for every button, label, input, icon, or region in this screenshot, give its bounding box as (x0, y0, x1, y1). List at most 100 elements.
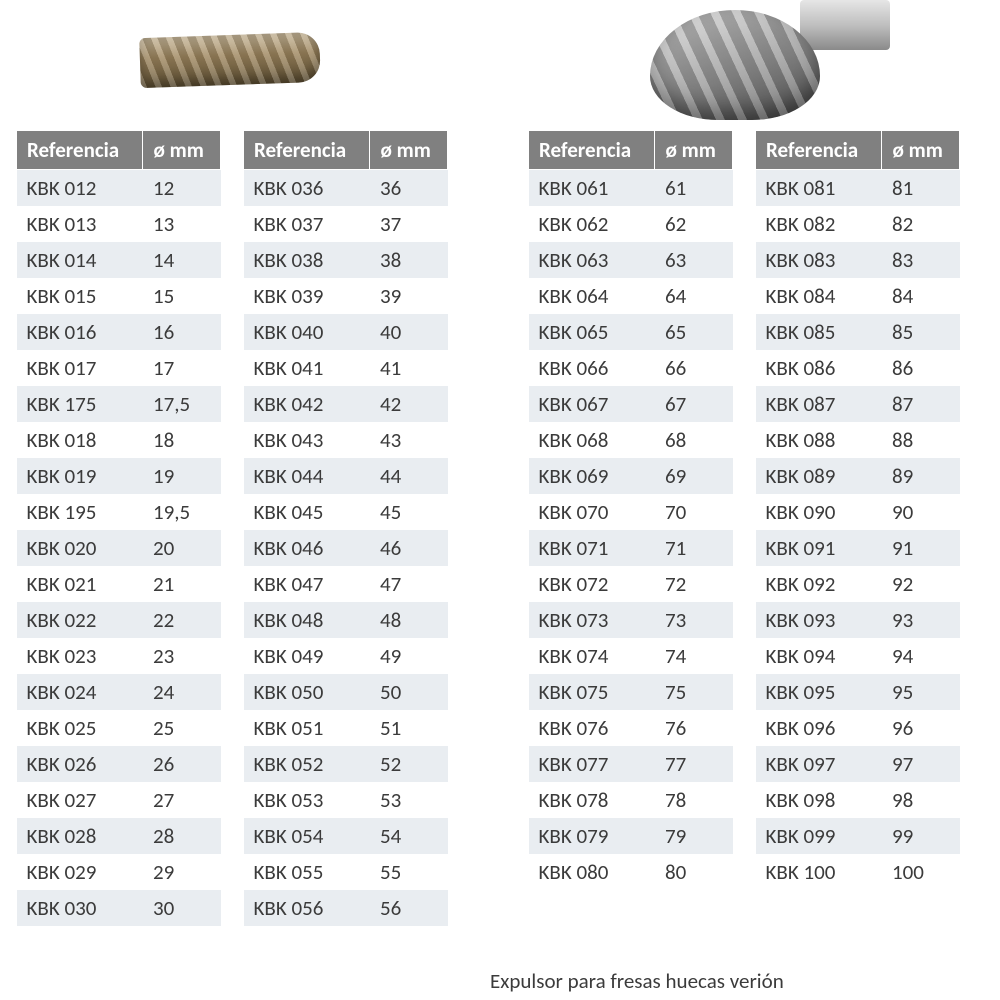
cell-mm: 40 (370, 314, 448, 350)
cell-mm: 90 (882, 494, 960, 530)
cell-ref: KBK 056 (244, 890, 370, 926)
cell-mm: 68 (655, 422, 733, 458)
cell-ref: KBK 077 (529, 746, 655, 782)
cell-mm: 21 (143, 566, 221, 602)
table-row: KBK 01313 (17, 206, 221, 242)
table-row: KBK 05050 (244, 674, 448, 710)
table-row: KBK 07070 (529, 494, 733, 530)
cell-ref: KBK 093 (756, 602, 882, 638)
table-row: KBK 04444 (244, 458, 448, 494)
cell-ref: KBK 064 (529, 278, 655, 314)
cell-mm: 49 (370, 638, 448, 674)
cell-ref: KBK 062 (529, 206, 655, 242)
table-row: KBK 09292 (756, 566, 960, 602)
table-row: KBK 07979 (529, 818, 733, 854)
cell-ref: KBK 050 (244, 674, 370, 710)
cell-mm: 69 (655, 458, 733, 494)
table-row: KBK 02323 (17, 638, 221, 674)
cell-ref: KBK 048 (244, 602, 370, 638)
table-row: KBK 08787 (756, 386, 960, 422)
table-row: KBK 04242 (244, 386, 448, 422)
spec-table-3: Referencia ø mm KBK 06161KBK 06262KBK 06… (528, 130, 733, 890)
cell-ref: KBK 036 (244, 170, 370, 207)
cell-ref: KBK 071 (529, 530, 655, 566)
cell-mm: 20 (143, 530, 221, 566)
table-row: KBK 06161 (529, 170, 733, 207)
table-row: KBK 03737 (244, 206, 448, 242)
table-row: KBK 07474 (529, 638, 733, 674)
spec-table-4: Referencia ø mm KBK 08181KBK 08282KBK 08… (755, 130, 960, 890)
table-row: KBK 09393 (756, 602, 960, 638)
cell-ref: KBK 082 (756, 206, 882, 242)
cell-mm: 65 (655, 314, 733, 350)
table-row: KBK 08585 (756, 314, 960, 350)
cell-ref: KBK 054 (244, 818, 370, 854)
cell-ref: KBK 027 (17, 782, 143, 818)
cell-mm: 96 (882, 710, 960, 746)
product-image-left (100, 0, 360, 120)
cell-ref: KBK 028 (17, 818, 143, 854)
cell-ref: KBK 043 (244, 422, 370, 458)
cell-mm: 26 (143, 746, 221, 782)
cell-ref: KBK 076 (529, 710, 655, 746)
cell-mm: 67 (655, 386, 733, 422)
cell-mm: 29 (143, 854, 221, 890)
cell-mm: 98 (882, 782, 960, 818)
cell-ref: KBK 047 (244, 566, 370, 602)
table-row: KBK 04848 (244, 602, 448, 638)
cell-mm: 17,5 (143, 386, 221, 422)
cell-mm: 44 (370, 458, 448, 494)
cell-mm: 38 (370, 242, 448, 278)
table-row: KBK 02626 (17, 746, 221, 782)
cell-ref: KBK 086 (756, 350, 882, 386)
cell-mm: 37 (370, 206, 448, 242)
table-row: KBK 04747 (244, 566, 448, 602)
table-row: KBK 03636 (244, 170, 448, 207)
spec-table-2-body: KBK 03636KBK 03737KBK 03838KBK 03939KBK … (244, 170, 448, 927)
cell-ref: KBK 098 (756, 782, 882, 818)
table-row: KBK 02828 (17, 818, 221, 854)
cell-mm: 41 (370, 350, 448, 386)
spec-table-3-body: KBK 06161KBK 06262KBK 06363KBK 06464KBK … (529, 170, 733, 891)
product-image-right (640, 0, 900, 120)
table-row: KBK 05555 (244, 854, 448, 890)
cell-ref: KBK 096 (756, 710, 882, 746)
cell-ref: KBK 195 (17, 494, 143, 530)
col-header-mm: ø mm (882, 131, 960, 170)
cell-mm: 12 (143, 170, 221, 207)
cell-ref: KBK 019 (17, 458, 143, 494)
cell-mm: 55 (370, 854, 448, 890)
cell-ref: KBK 065 (529, 314, 655, 350)
table-row: KBK 09898 (756, 782, 960, 818)
table-row: KBK 03030 (17, 890, 221, 926)
table-row: KBK 02525 (17, 710, 221, 746)
cell-mm: 61 (655, 170, 733, 207)
cell-ref: KBK 080 (529, 854, 655, 890)
table-row: KBK 01212 (17, 170, 221, 207)
cell-ref: KBK 073 (529, 602, 655, 638)
cell-ref: KBK 041 (244, 350, 370, 386)
table-row: KBK 07676 (529, 710, 733, 746)
cell-mm: 94 (882, 638, 960, 674)
cell-mm: 19 (143, 458, 221, 494)
table-row: KBK 02222 (17, 602, 221, 638)
cell-ref: KBK 100 (756, 854, 882, 890)
table-row: KBK 01414 (17, 242, 221, 278)
table-row: KBK 07373 (529, 602, 733, 638)
cell-ref: KBK 051 (244, 710, 370, 746)
cell-mm: 42 (370, 386, 448, 422)
cell-mm: 93 (882, 602, 960, 638)
table-row: KBK 05151 (244, 710, 448, 746)
cell-mm: 19,5 (143, 494, 221, 530)
cell-ref: KBK 063 (529, 242, 655, 278)
table-row: KBK 03939 (244, 278, 448, 314)
col-header-ref: Referencia (17, 131, 143, 170)
cell-mm: 45 (370, 494, 448, 530)
cell-ref: KBK 042 (244, 386, 370, 422)
table-row: KBK 02424 (17, 674, 221, 710)
table-row: KBK 06969 (529, 458, 733, 494)
cell-mm: 27 (143, 782, 221, 818)
cell-mm: 50 (370, 674, 448, 710)
cell-ref: KBK 014 (17, 242, 143, 278)
cutter-illustration-icon (650, 0, 890, 120)
